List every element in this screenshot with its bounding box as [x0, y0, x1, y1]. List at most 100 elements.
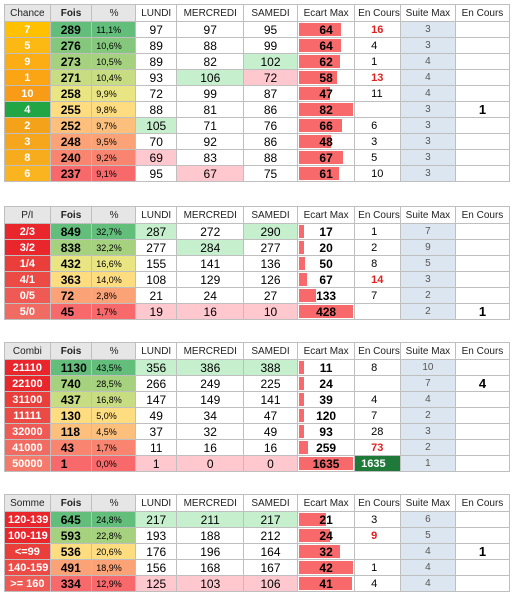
table-row: 140-159 491 18,9% 156 168 167 42 1 4	[4, 559, 511, 576]
lundi-cell: 156	[134, 559, 178, 576]
pct-cell: 22,8%	[91, 527, 136, 544]
fois-cell: 437	[49, 391, 93, 408]
ecart-bar	[299, 151, 344, 164]
en-cours-cell: 11	[354, 85, 401, 102]
current-streak-cell	[454, 439, 511, 456]
ecart-max-cell: 58	[297, 69, 356, 86]
current-streak-cell	[454, 407, 511, 424]
samedi-cell: 95	[242, 21, 299, 38]
header-samedi: SAMEDI	[242, 494, 299, 512]
lundi-cell: 69	[134, 149, 178, 166]
ecart-value: 428	[316, 304, 337, 319]
header-en-cours: En Cours	[354, 494, 401, 512]
suite-max-cell: 3	[399, 21, 456, 38]
fois-cell: 248	[49, 133, 93, 150]
ecart-value: 42	[319, 560, 333, 575]
samedi-cell: 136	[242, 255, 299, 272]
en-cours-cell: 2	[354, 239, 401, 256]
pct-cell: 11,1%	[91, 21, 136, 38]
samedi-cell: 99	[242, 37, 299, 54]
header-samedi: SAMEDI	[242, 342, 299, 360]
header-current: En Cours	[454, 494, 511, 512]
table-row: 6 237 9,1% 95 67 75 61 10 3	[4, 165, 511, 182]
ecart-bar	[299, 441, 308, 454]
pct-cell: 9,7%	[91, 117, 136, 134]
en-cours-cell: 7	[354, 287, 401, 304]
lundi-cell: 176	[134, 543, 178, 560]
table-row: 21110 1130 43,5% 356 386 388 11 8 10	[4, 359, 511, 376]
lundi-cell: 193	[134, 527, 178, 544]
ecart-max-cell: 20	[297, 239, 356, 256]
fois-cell: 252	[49, 117, 93, 134]
fois-cell: 72	[49, 287, 93, 304]
en-cours-cell: 28	[354, 423, 401, 440]
row-label: 6	[4, 165, 51, 182]
ecart-bar	[299, 393, 304, 406]
header-suite-max: Suite Max	[399, 4, 456, 22]
pct-cell: 28,5%	[91, 375, 136, 392]
en-cours-cell: 1	[354, 559, 401, 576]
lundi-cell: 155	[134, 255, 178, 272]
row-label: 8	[4, 149, 51, 166]
fois-cell: 258	[49, 85, 93, 102]
row-label: 50000	[4, 455, 51, 472]
row-label: 3	[4, 133, 51, 150]
en-cours-cell	[354, 303, 401, 320]
ecart-max-cell: 32	[297, 543, 356, 560]
ecart-max-cell: 24	[297, 527, 356, 544]
mercredi-cell: 272	[176, 223, 244, 240]
table-row: 9 273 10,5% 89 82 102 62 1 4	[4, 53, 511, 70]
row-label: 31100	[4, 391, 51, 408]
pct-cell: 16,8%	[91, 391, 136, 408]
pct-cell: 9,5%	[91, 133, 136, 150]
ecart-value: 82	[319, 102, 333, 117]
ecart-bar	[299, 377, 304, 390]
ecart-max-cell: 62	[297, 53, 356, 70]
fois-cell: 289	[49, 21, 93, 38]
lundi-cell: 356	[134, 359, 178, 376]
table-row: 0/5 72 2,8% 21 24 27 133 7 2	[4, 287, 511, 304]
suite-max-cell: 3	[399, 423, 456, 440]
samedi-cell: 164	[242, 543, 299, 560]
fois-cell: 1	[49, 455, 93, 472]
row-label: 1	[4, 69, 51, 86]
header-suite-max: Suite Max	[399, 206, 456, 224]
ecart-max-cell: 133	[297, 287, 356, 304]
row-label: 41000	[4, 439, 51, 456]
samedi-cell: 76	[242, 117, 299, 134]
en-cours-cell: 1635	[354, 455, 401, 472]
pct-cell: 9,9%	[91, 85, 136, 102]
ecart-bar	[299, 305, 353, 318]
ecart-value: 47	[319, 86, 333, 101]
pct-cell: 10,5%	[91, 53, 136, 70]
stats-table-somme: Somme Fois% LUNDI MERCREDI SAMEDI Ecart Max En…	[4, 494, 511, 592]
row-label: 2	[4, 117, 51, 134]
fois-cell: 240	[49, 149, 93, 166]
samedi-cell: 167	[242, 559, 299, 576]
row-label: 100-119	[4, 527, 51, 544]
header-fois: Fois	[49, 206, 93, 224]
header-row: Combi Fois% LUNDI MERCREDI SAMEDI Ecart Max En…	[4, 342, 511, 360]
ecart-max-cell: 120	[297, 407, 356, 424]
lundi-cell: 125	[134, 575, 178, 592]
table-row: 120-139 645 24,8% 217 211 217 21 3 6	[4, 511, 511, 528]
suite-max-cell: 6	[399, 511, 456, 528]
table-row: 22100 740 28,5% 266 249 225 24 7 4	[4, 375, 511, 392]
row-label: 140-159	[4, 559, 51, 576]
en-cours-cell: 10	[354, 165, 401, 182]
samedi-cell: 86	[242, 101, 299, 118]
pct-cell: 9,1%	[91, 165, 136, 182]
mercredi-cell: 249	[176, 375, 244, 392]
fois-cell: 276	[49, 37, 93, 54]
current-streak-cell: 4	[454, 375, 511, 392]
samedi-cell: 88	[242, 149, 299, 166]
header-samedi: SAMEDI	[242, 206, 299, 224]
ecart-bar	[299, 55, 340, 68]
samedi-cell: 212	[242, 527, 299, 544]
lundi-cell: 95	[134, 165, 178, 182]
header-row: Chance Fois% LUNDI MERCREDI SAMEDI Ecart Max E…	[4, 4, 511, 22]
current-streak-cell	[454, 359, 511, 376]
en-cours-cell: 3	[354, 133, 401, 150]
en-cours-cell: 14	[354, 271, 401, 288]
ecart-bar	[299, 87, 330, 100]
